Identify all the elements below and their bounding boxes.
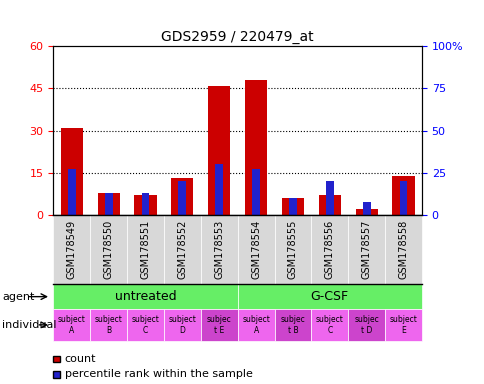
Text: GSM178551: GSM178551 [140,220,150,279]
Text: GSM178549: GSM178549 [67,220,76,279]
Text: subject
A: subject A [242,315,270,334]
Text: percentile rank within the sample: percentile rank within the sample [64,369,252,379]
Text: GSM178558: GSM178558 [398,220,408,279]
Bar [215,164,223,215]
Text: G-CSF: G-CSF [310,290,348,303]
Bar [399,181,407,215]
Bar [105,193,112,215]
Text: subject
B: subject B [94,315,122,334]
Bar [355,209,377,215]
Text: GSM178550: GSM178550 [104,220,113,279]
Text: subject
A: subject A [58,315,86,334]
Bar [318,195,340,215]
Text: subject
D: subject D [168,315,196,334]
Text: untreated: untreated [114,290,176,303]
Bar [134,195,156,215]
Bar [252,169,259,215]
Text: GSM178555: GSM178555 [287,220,297,279]
Text: GSM178553: GSM178553 [214,220,224,279]
Bar [281,198,303,215]
Text: subject
C: subject C [131,315,159,334]
Text: agent: agent [2,291,35,302]
Bar [171,179,193,215]
Text: GSM178552: GSM178552 [177,220,187,279]
Bar [60,128,83,215]
Bar [325,181,333,215]
Text: GSM178556: GSM178556 [324,220,334,279]
Bar [97,192,120,215]
Bar [362,202,370,215]
Bar [244,80,267,215]
Bar [178,181,186,215]
Text: GSM178557: GSM178557 [361,220,371,279]
Title: GDS2959 / 220479_at: GDS2959 / 220479_at [161,30,313,44]
Bar [68,169,76,215]
Text: subject
E: subject E [389,315,417,334]
Text: subjec
t D: subjec t D [353,315,378,334]
Text: individual: individual [2,320,57,330]
Text: count: count [64,354,96,364]
Bar [141,193,149,215]
Bar [392,175,414,215]
Text: subject
C: subject C [315,315,343,334]
Bar [288,198,296,215]
Text: subjec
t E: subjec t E [206,315,231,334]
Text: subjec
t B: subjec t B [280,315,305,334]
Text: GSM178554: GSM178554 [251,220,260,279]
Bar [208,86,230,215]
